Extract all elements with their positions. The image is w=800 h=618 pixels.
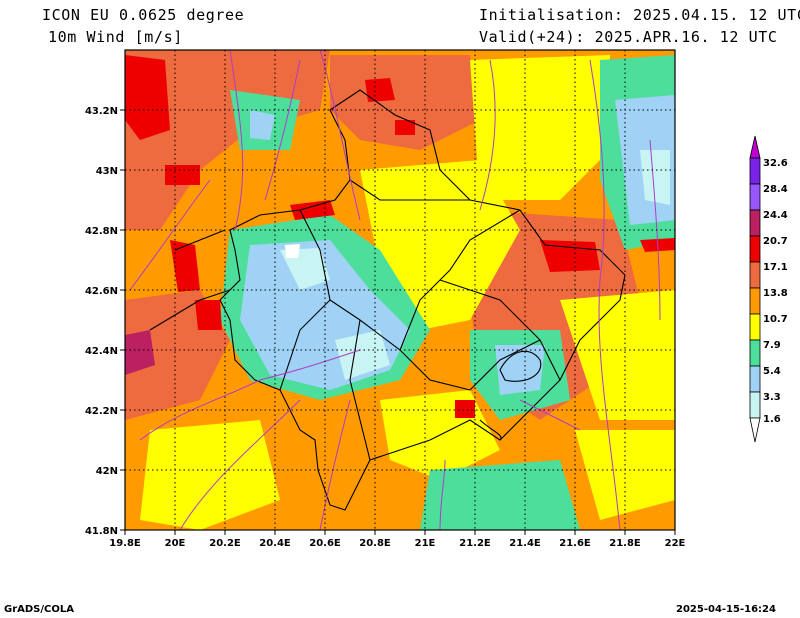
model-title: ICON EU 0.0625 degree <box>42 6 245 24</box>
lat-label: 42N <box>96 466 118 477</box>
wind-streamlines <box>129 50 661 530</box>
colorbar-label: 28.4 <box>763 184 788 195</box>
colorbar-swatch <box>749 391 761 419</box>
lat-label: 42.8N <box>85 226 118 237</box>
colorbar-label: 10.7 <box>763 314 788 325</box>
footer-credit: GrADS/COLA <box>4 604 74 615</box>
colorbar-swatch <box>749 313 761 341</box>
lon-label: 21.6E <box>559 538 591 549</box>
lon-label: 20.6E <box>309 538 341 549</box>
lon-label: 20E <box>165 538 186 549</box>
lon-label: 22E <box>665 538 686 549</box>
lat-label: 41.8N <box>85 526 118 537</box>
colorbar-label: 3.3 <box>763 392 781 403</box>
lat-label: 43N <box>96 166 118 177</box>
lat-label: 43.2N <box>85 106 118 117</box>
colorbar-swatch <box>749 157 761 185</box>
latitude-labels: 43.2N 43N 42.8N 42.6N 42.4N 42.2N 42N 41… <box>85 106 118 537</box>
lon-label: 21.4E <box>509 538 541 549</box>
footer-timestamp: 2025-04-15-16:24 <box>676 604 776 615</box>
colorbar-swatch <box>749 235 761 263</box>
valid-time: Valid(+24): 2025.APR.16. 12 UTC <box>479 28 778 46</box>
lon-label: 19.8E <box>109 538 141 549</box>
colorbar <box>749 135 761 443</box>
variable-title: 10m Wind [m/s] <box>48 28 183 46</box>
lat-label: 42.6N <box>85 286 118 297</box>
colorbar-label: 20.7 <box>763 236 788 247</box>
lon-label: 21E <box>415 538 436 549</box>
colorbar-swatch <box>749 339 761 367</box>
colorbar-label: 13.8 <box>763 288 788 299</box>
colorbar-label: 24.4 <box>763 210 788 221</box>
colorbar-swatch <box>749 183 761 211</box>
lon-label: 21.2E <box>459 538 491 549</box>
lon-label: 20.2E <box>209 538 241 549</box>
colorbar-bottom-arrow <box>749 417 761 443</box>
lon-label: 20.4E <box>259 538 291 549</box>
colorbar-labels: 32.6 28.4 24.4 20.7 17.1 13.8 10.7 7.9 5… <box>763 158 788 425</box>
colorbar-top-arrow <box>749 135 761 159</box>
map-gridlines <box>125 50 675 530</box>
colorbar-swatch <box>749 365 761 393</box>
lat-label: 42.2N <box>85 406 118 417</box>
colorbar-label: 1.6 <box>763 414 781 425</box>
colorbar-swatch <box>749 209 761 237</box>
longitude-labels: 19.8E 20E 20.2E 20.4E 20.6E 20.8E 21E 21… <box>109 538 685 549</box>
colorbar-label: 32.6 <box>763 158 788 169</box>
init-time: Initialisation: 2025.04.15. 12 UTC <box>479 6 800 24</box>
colorbar-swatch <box>749 287 761 315</box>
colorbar-label: 5.4 <box>763 366 781 377</box>
colorbar-label: 7.9 <box>763 340 781 351</box>
axis-ticks <box>120 109 676 535</box>
lon-label: 20.8E <box>359 538 391 549</box>
lon-label: 21.8E <box>609 538 641 549</box>
colorbar-swatch <box>749 261 761 289</box>
colorbar-label: 17.1 <box>763 262 788 273</box>
lat-label: 42.4N <box>85 346 118 357</box>
